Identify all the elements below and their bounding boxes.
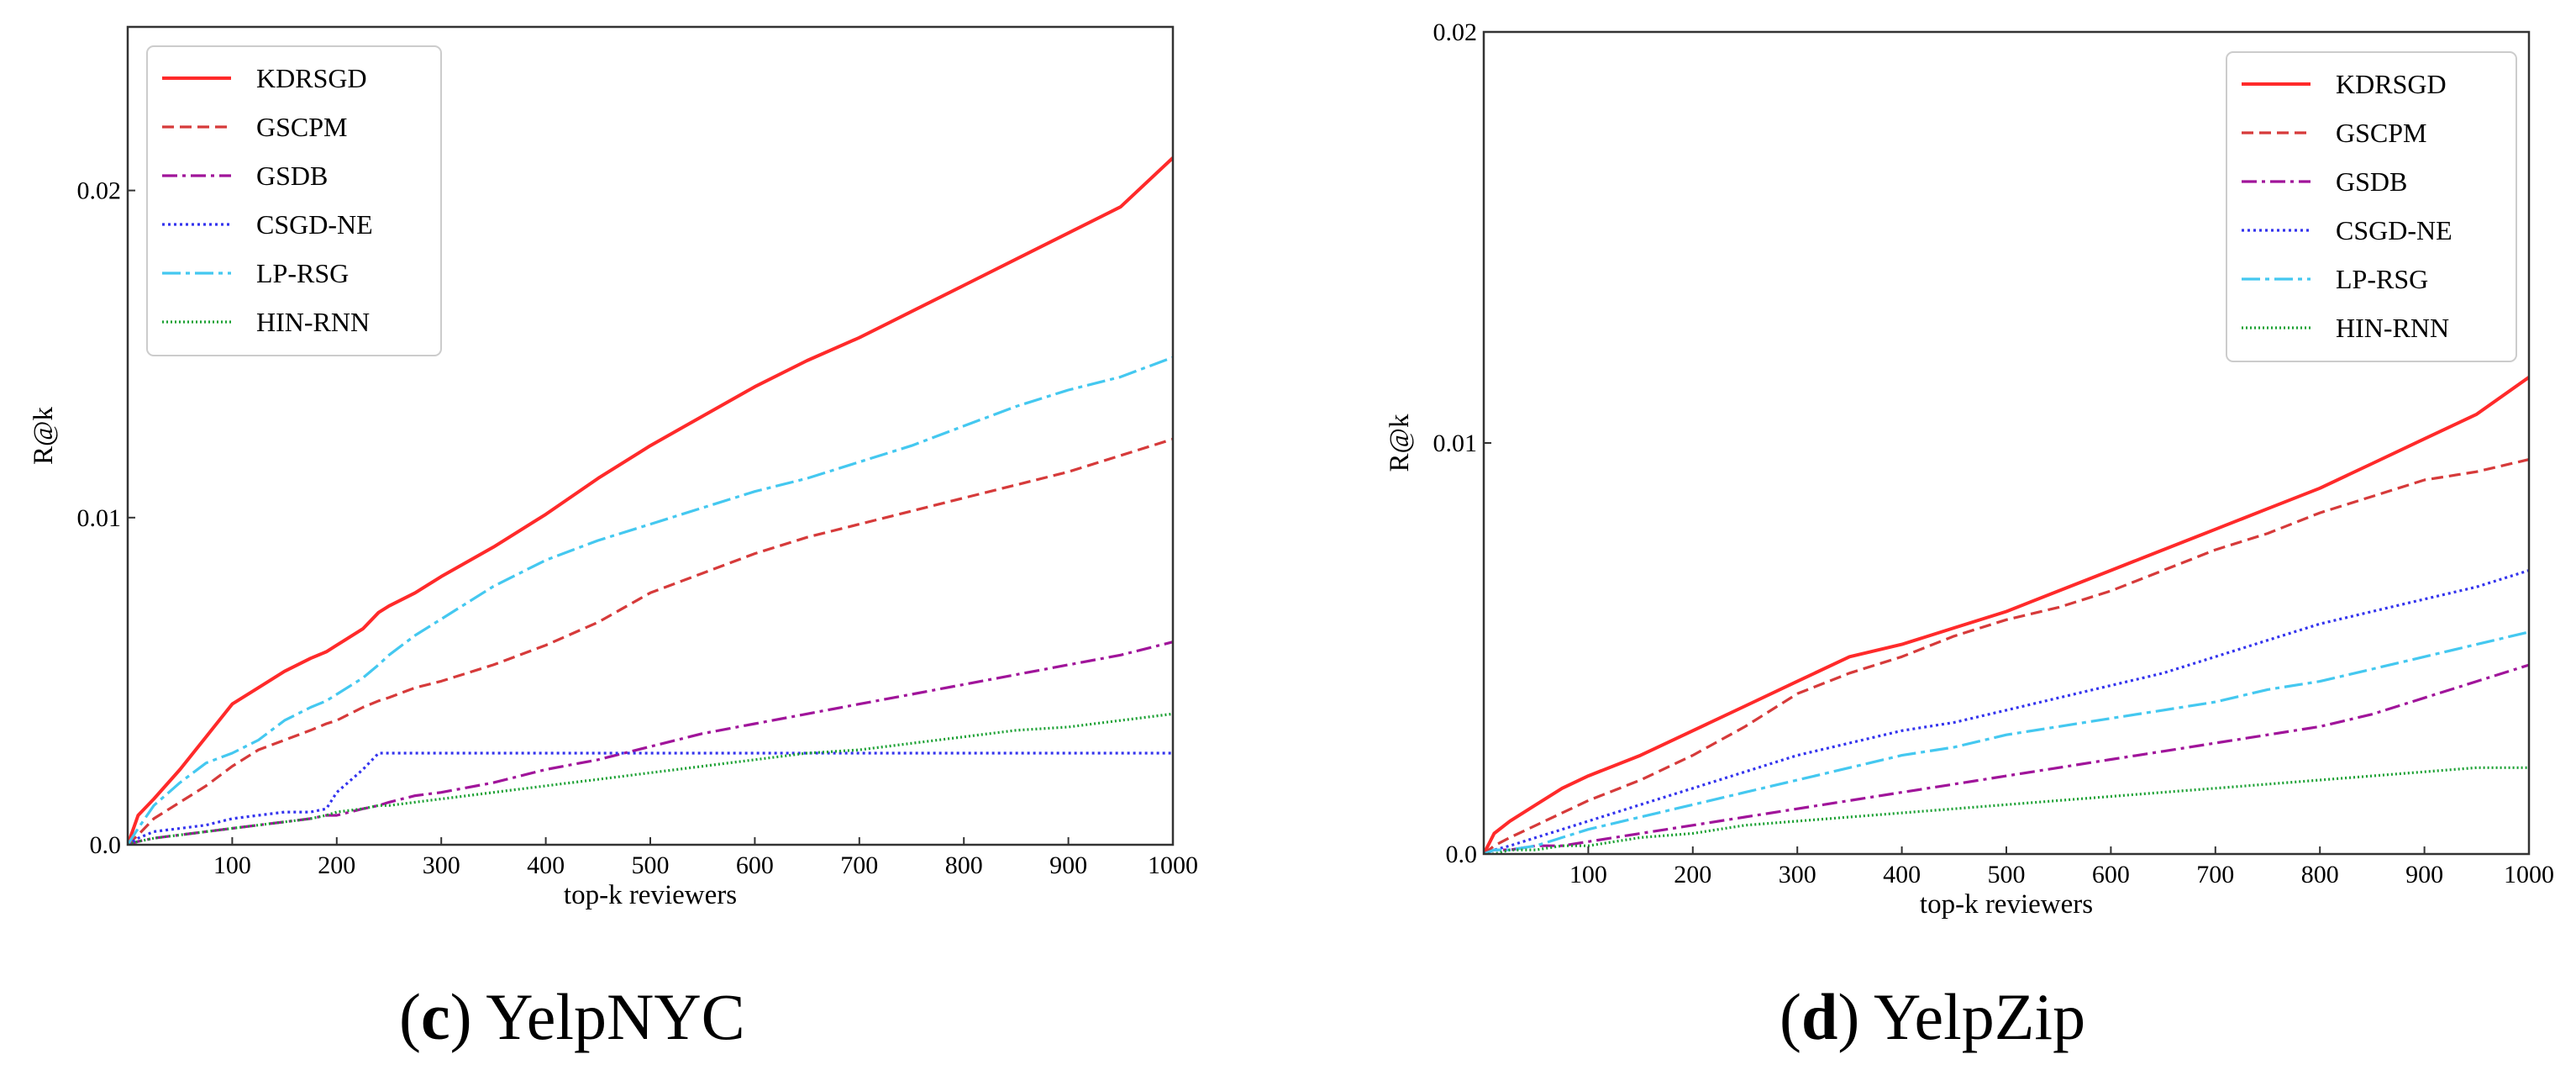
- x-tick-label: 600: [2092, 861, 2130, 888]
- series-line-gscpm: [1484, 458, 2529, 854]
- legend-label-csgd-ne: CSGD-NE: [256, 209, 373, 240]
- caption-yelpzip: (d) YelpZip: [1780, 980, 2086, 1053]
- y-tick-label: 0.01: [1433, 430, 1478, 457]
- x-tick-label: 700: [840, 851, 878, 879]
- y-axis-label: R@k: [29, 407, 59, 465]
- chart-panel-yelpnyc: 100 200 300 400 500 600 700 800 900 1000 0.0 0.01 0.…: [29, 25, 1198, 910]
- x-tick-label: 100: [213, 851, 251, 879]
- x-tick-label: 400: [527, 851, 565, 879]
- x-tick-label: 300: [1779, 861, 1816, 888]
- x-axis-label: top-k reviewers: [1920, 889, 2093, 920]
- y-tick-label: 0.02: [77, 177, 122, 205]
- legend-label-kdrsgd: KDRSGD: [256, 63, 367, 93]
- series-line-lp-rsg: [128, 356, 1173, 845]
- series-line-csgd-ne: [128, 751, 1173, 845]
- series-line-kdrsgd: [128, 156, 1173, 845]
- y-tick-label: 0.02: [1433, 18, 1478, 46]
- legend: KDRSGD GSCPM GSDB CSGD-NE LP-RSG HIN-RNN: [2226, 51, 2517, 362]
- x-axis-label: top-k reviewers: [564, 880, 737, 910]
- series-lines: [1484, 376, 2529, 854]
- legend-label-gscpm: GSCPM: [2336, 118, 2427, 148]
- x-tick-label: 500: [632, 851, 670, 879]
- x-tick-label: 900: [2405, 861, 2443, 888]
- series-line-kdrsgd: [1484, 376, 2529, 854]
- x-tick-label: 600: [736, 851, 774, 879]
- y-tick-label: 0.0: [90, 831, 122, 859]
- caption-yelpnyc: (c) YelpNYC: [399, 980, 745, 1053]
- series-lines: [128, 156, 1173, 845]
- legend-label-csgd-ne: CSGD-NE: [2336, 215, 2452, 245]
- legend-label-gsdb: GSDB: [2336, 166, 2407, 197]
- x-tick-label: 500: [1988, 861, 2026, 888]
- legend-label-kdrsgd: KDRSGD: [2336, 69, 2447, 99]
- series-line-hin-rnn: [1484, 766, 2529, 854]
- x-tick-label: 700: [2196, 861, 2234, 888]
- series-line-lp-rsg: [1484, 630, 2529, 854]
- x-tick-label: 200: [318, 851, 355, 879]
- x-tick-label: 1000: [1148, 851, 1198, 879]
- x-tick-label: 400: [1883, 861, 1921, 888]
- x-tick-label: 800: [2301, 861, 2339, 888]
- series-line-csgd-ne: [1484, 569, 2529, 854]
- x-tick-label: 200: [1674, 861, 1711, 888]
- legend-label-lp-rsg: LP-RSG: [256, 258, 349, 288]
- x-tick-label: 100: [1569, 861, 1607, 888]
- legend-box: [2226, 51, 2517, 362]
- x-tick-label: 1000: [2504, 861, 2554, 888]
- series-line-gsdb: [1484, 663, 2529, 854]
- x-tick-label: 800: [945, 851, 983, 879]
- legend-label-hin-rnn: HIN-RNN: [2336, 313, 2449, 343]
- legend-label-hin-rnn: HIN-RNN: [256, 307, 370, 337]
- legend-label-gsdb: GSDB: [256, 161, 328, 191]
- x-tick-label: 900: [1049, 851, 1087, 879]
- y-tick-label: 0.01: [77, 504, 122, 532]
- x-tick-label: 300: [423, 851, 460, 879]
- chart-panel-yelpzip: 100 200 300 400 500 600 700 800 900 1000 0.0 0.01 0.…: [1385, 18, 2554, 920]
- y-tick-label: 0.0: [1446, 841, 1478, 868]
- series-line-hin-rnn: [128, 712, 1173, 845]
- y-axis-label: R@k: [1385, 414, 1415, 472]
- series-line-gsdb: [128, 641, 1173, 845]
- series-line-gscpm: [128, 437, 1173, 845]
- legend-label-lp-rsg: LP-RSG: [2336, 264, 2428, 294]
- legend: KDRSGD GSCPM GSDB CSGD-NE LP-RSG HIN-RNN: [146, 45, 442, 356]
- legend-label-gscpm: GSCPM: [256, 112, 348, 142]
- legend-box: [146, 45, 442, 356]
